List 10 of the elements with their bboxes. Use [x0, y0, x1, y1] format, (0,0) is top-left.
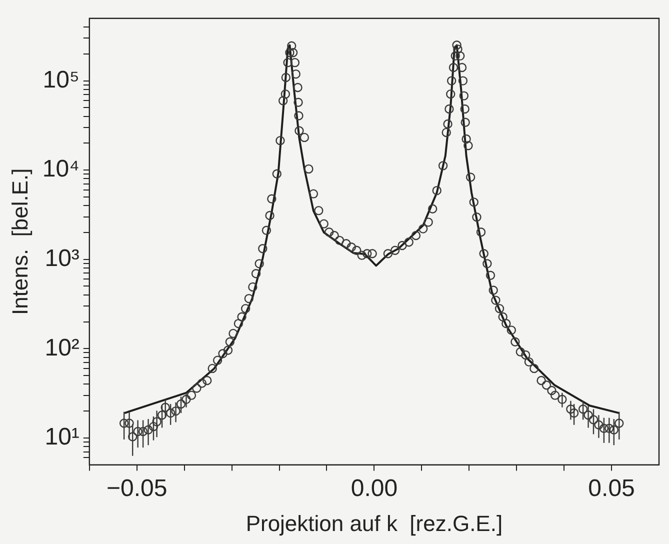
x-tick-label: −0.05 — [106, 474, 168, 502]
x-tick-label: 0.00 — [350, 474, 398, 502]
y-tick-label: 10³ — [44, 244, 80, 272]
y-tick-label: 10¹ — [44, 424, 80, 451]
y-tick-label: 10⁵ — [42, 66, 80, 94]
y-tick-label: 10² — [44, 334, 80, 362]
x-axis-title: Projektion auf k [rez.G.E.] — [246, 510, 503, 536]
y-tick-label: 10⁴ — [42, 156, 80, 183]
x-tick-label: 0.05 — [588, 474, 635, 502]
y-axis-title: Intens. [bel.E.] — [7, 168, 32, 315]
